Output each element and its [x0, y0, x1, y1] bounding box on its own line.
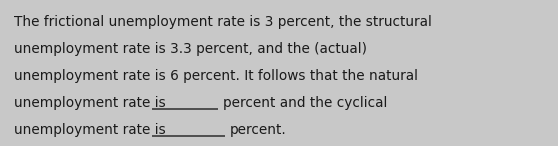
Text: percent and the cyclical: percent and the cyclical — [223, 96, 387, 110]
Text: The frictional unemployment rate is 3 percent, the structural: The frictional unemployment rate is 3 pe… — [14, 15, 432, 29]
Text: unemployment rate is 3.3 percent, and the (actual): unemployment rate is 3.3 percent, and th… — [14, 42, 367, 56]
Text: unemployment rate is: unemployment rate is — [14, 96, 166, 110]
Text: unemployment rate is: unemployment rate is — [14, 123, 166, 137]
Text: unemployment rate is 6 percent. It follows that the natural: unemployment rate is 6 percent. It follo… — [14, 69, 418, 83]
Text: percent.: percent. — [230, 123, 287, 137]
